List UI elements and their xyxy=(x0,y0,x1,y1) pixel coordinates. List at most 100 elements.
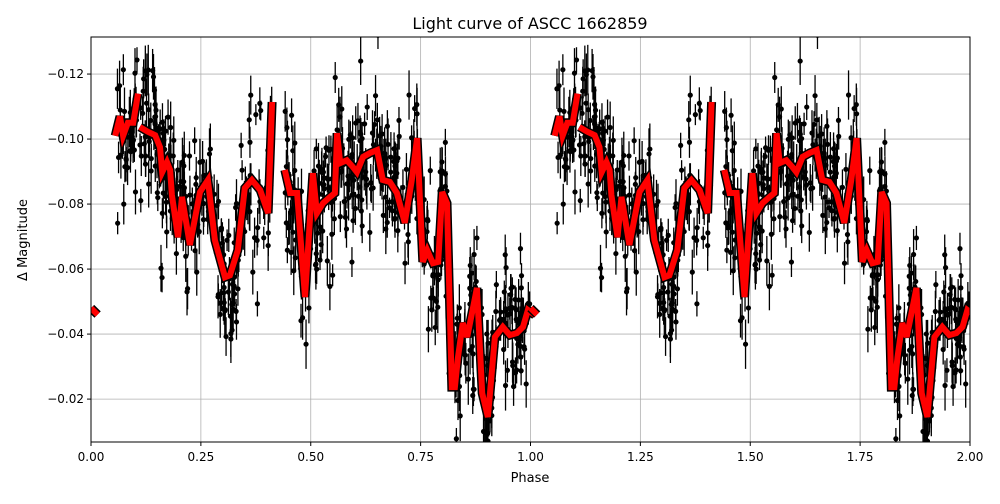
data-point xyxy=(143,153,149,159)
data-point xyxy=(963,381,969,387)
data-point xyxy=(578,153,584,159)
data-point xyxy=(913,235,920,241)
data-point xyxy=(579,110,585,116)
data-point xyxy=(705,242,711,249)
data-point xyxy=(868,307,874,313)
data-point xyxy=(811,121,817,128)
data-point xyxy=(453,436,459,442)
data-point xyxy=(758,166,764,172)
data-point xyxy=(469,270,475,276)
data-point xyxy=(554,220,560,226)
data-point xyxy=(742,341,749,347)
data-point xyxy=(827,154,833,160)
data-point xyxy=(484,458,489,463)
data-point xyxy=(246,209,253,215)
x-tick-label: 1.75 xyxy=(847,450,874,464)
data-point xyxy=(924,430,930,436)
data-point xyxy=(591,87,597,93)
data-point xyxy=(874,277,881,283)
data-point xyxy=(952,307,959,313)
data-point xyxy=(496,317,503,323)
data-point xyxy=(700,235,706,241)
data-point xyxy=(633,269,639,275)
model-curve-line xyxy=(112,93,141,148)
data-point xyxy=(909,343,915,350)
data-point xyxy=(906,347,913,353)
data-point xyxy=(834,155,840,161)
data-point xyxy=(148,155,154,162)
data-point xyxy=(383,155,389,161)
y-tick-label: −0.10 xyxy=(47,132,84,146)
data-point xyxy=(250,269,256,275)
data-point xyxy=(329,231,335,237)
data-point xyxy=(358,58,364,64)
data-point xyxy=(299,315,306,321)
y-tick-label: −0.04 xyxy=(47,327,84,341)
data-point xyxy=(349,259,355,265)
data-point xyxy=(729,148,735,154)
data-point xyxy=(131,147,137,153)
data-point xyxy=(351,177,357,183)
data-point xyxy=(513,367,520,373)
data-point xyxy=(175,167,181,173)
data-point xyxy=(669,281,675,287)
data-point xyxy=(610,137,616,143)
x-axis-label: Phase xyxy=(511,471,550,486)
data-point xyxy=(283,163,289,170)
data-point xyxy=(215,294,221,300)
data-point xyxy=(913,278,919,285)
data-point xyxy=(178,178,184,185)
data-point xyxy=(867,295,873,301)
data-point xyxy=(631,138,637,144)
data-point xyxy=(851,105,857,112)
data-point xyxy=(200,217,207,223)
data-point xyxy=(799,223,805,229)
model-curve-line xyxy=(91,305,100,317)
data-point xyxy=(824,141,831,147)
data-point xyxy=(364,182,370,188)
data-point xyxy=(380,212,386,218)
data-point xyxy=(518,285,524,291)
data-point xyxy=(663,237,670,243)
model-curve-line xyxy=(281,132,537,418)
data-point xyxy=(954,341,960,348)
data-point xyxy=(724,137,730,143)
data-point xyxy=(632,181,638,187)
data-point xyxy=(949,359,955,365)
y-tick-label: −0.06 xyxy=(47,262,84,276)
data-point xyxy=(694,225,700,231)
data-point xyxy=(414,111,420,117)
data-point xyxy=(493,308,499,315)
data-point xyxy=(325,176,331,182)
data-point xyxy=(806,229,812,236)
data-point xyxy=(658,227,664,233)
data-point xyxy=(697,107,703,114)
data-point xyxy=(374,117,380,123)
data-point xyxy=(509,284,515,290)
data-point xyxy=(753,146,759,152)
data-point xyxy=(462,352,468,358)
data-point xyxy=(138,153,144,159)
data-point xyxy=(607,124,613,131)
model-curve-line xyxy=(138,101,276,282)
data-point xyxy=(332,74,338,81)
data-point xyxy=(159,210,165,216)
data-point xyxy=(400,184,406,190)
x-tick-label: 2.00 xyxy=(957,450,984,464)
model-curve-line xyxy=(577,101,715,282)
data-point xyxy=(183,253,189,259)
data-point xyxy=(395,228,401,234)
data-point xyxy=(771,216,777,222)
data-point xyxy=(427,168,433,174)
data-point xyxy=(822,155,828,161)
data-point xyxy=(745,305,752,311)
data-point xyxy=(487,418,493,424)
data-point xyxy=(953,367,959,373)
data-point xyxy=(286,223,292,229)
data-point xyxy=(405,239,411,245)
data-point xyxy=(220,305,226,311)
data-point xyxy=(517,246,524,252)
data-point xyxy=(258,107,264,114)
data-point xyxy=(732,255,738,261)
data-point xyxy=(359,197,365,203)
